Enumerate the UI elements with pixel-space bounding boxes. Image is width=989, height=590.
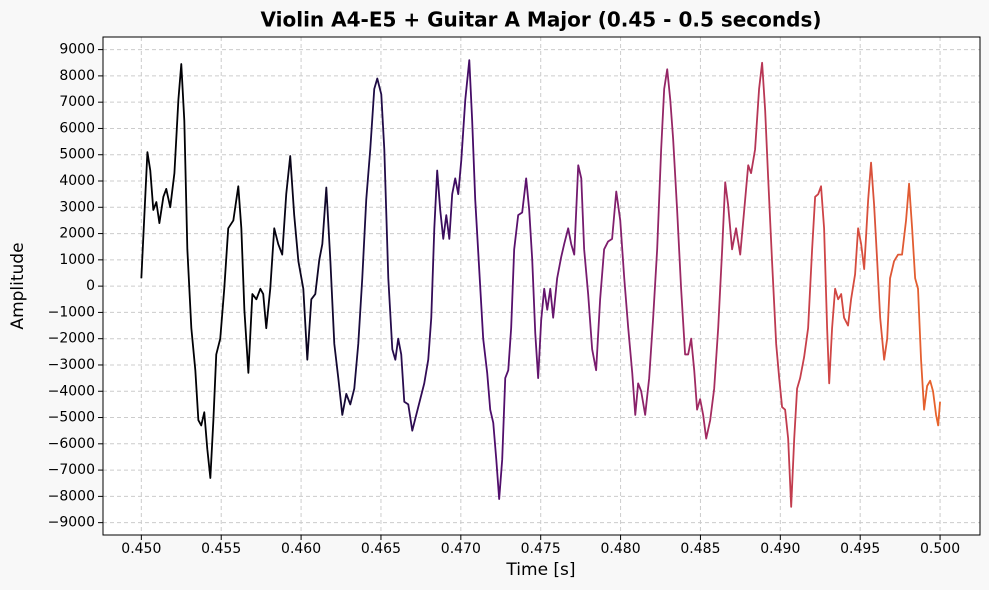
y-tick-label: 0 [86,278,95,294]
plot-frame [102,36,981,536]
y-tick-label: −1000 [48,304,95,320]
x-tick-label: 0.460 [281,541,321,557]
y-tick-label: 7000 [59,94,95,110]
y-tick-label: −7000 [48,462,95,478]
x-tick-label: 0.455 [201,541,241,557]
y-tick-label: −9000 [48,515,95,531]
x-tick-label: 0.475 [521,541,561,557]
x-tick-label: 0.450 [121,541,161,557]
waveform-line [140,59,941,508]
y-tick-label: −3000 [48,357,95,373]
x-tick-label: 0.480 [601,541,641,557]
x-tick-label: 0.485 [680,541,720,557]
y-tick-label: 3000 [59,199,95,215]
y-tick-label: 2000 [59,226,95,242]
y-tick-label: −5000 [48,410,95,426]
x-tick-label: 0.490 [760,541,800,557]
y-tick-label: 1000 [59,252,95,268]
y-axis-label: Amplitude [8,242,28,329]
y-tick-label: 8000 [59,68,95,84]
y-tick-label: −8000 [48,488,95,504]
x-tick-label: 0.470 [441,541,481,557]
y-tick-label: −4000 [48,383,95,399]
y-tick-label: 4000 [59,173,95,189]
y-tick-label: −2000 [48,331,95,347]
x-axis-label: Time [s] [505,560,575,580]
x-tick-label: 0.465 [361,541,401,557]
y-tick-label: 9000 [59,42,95,58]
y-tick-label: 5000 [59,147,95,163]
x-tick-label: 0.500 [920,541,960,557]
y-tick-label: 6000 [59,120,95,136]
chart-title: Violin A4-E5 + Guitar A Major (0.45 - 0.… [260,8,821,32]
x-tick-label: 0.495 [840,541,880,557]
y-tick-label: −6000 [48,436,95,452]
